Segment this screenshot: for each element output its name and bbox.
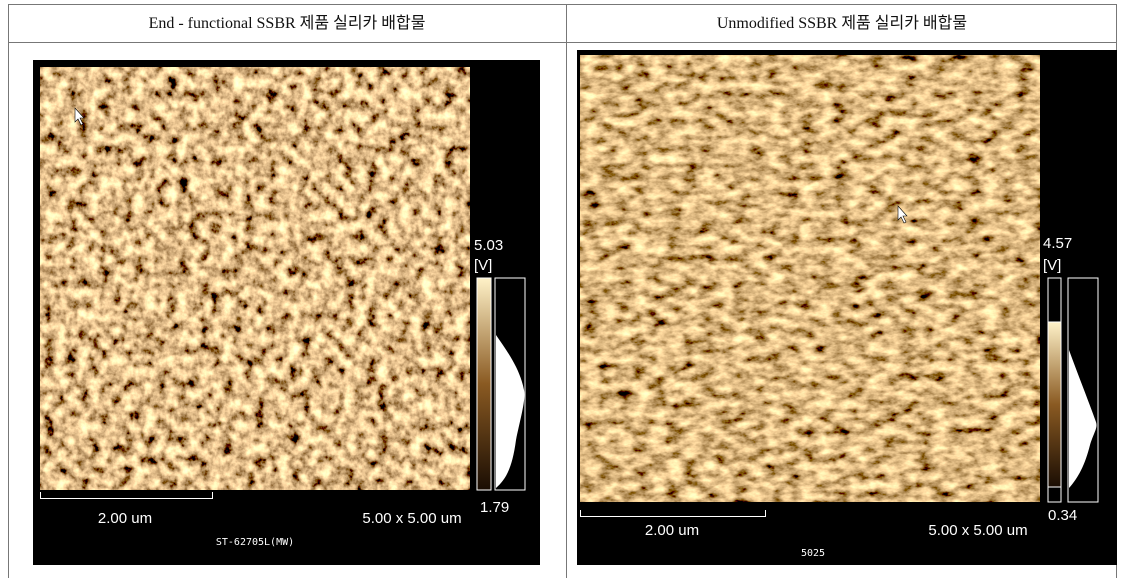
scale-bar-label: 2.00 um <box>645 522 699 539</box>
afm-panel: 4.57 [V] 0.34 2.00 um 5.00 x 5.00 um 502… <box>577 50 1117 565</box>
header-cell: End - functional SSBR 제품 실리카 배합물 <box>149 14 426 32</box>
scale-max: 4.57 <box>1043 235 1072 252</box>
color-bar <box>1048 322 1061 487</box>
color-bar <box>477 278 491 490</box>
unit: [V] <box>474 257 492 274</box>
header-cell: Unmodified SSBR 제품 실리카 배합물 <box>717 14 967 32</box>
scan-size: 5.00 x 5.00 um <box>928 522 1027 539</box>
page: End - functional SSBR 제품 실리카 배합물 Unmodif… <box>0 0 1123 578</box>
scale-min: 0.34 <box>1048 507 1077 524</box>
unit: [V] <box>1043 257 1061 274</box>
sample-id: ST-62705L(MW) <box>216 537 294 548</box>
afm-image <box>40 67 470 490</box>
scale-max: 5.03 <box>474 237 503 254</box>
scale-bar-label: 2.00 um <box>98 510 152 527</box>
scale-min: 1.79 <box>480 499 509 516</box>
afm-panel: 5.03 [V] 1.79 2.00 um 5.00 x 5.00 um ST-… <box>33 60 540 565</box>
afm-image <box>580 55 1040 502</box>
sample-id: 5025 <box>801 548 825 559</box>
scan-size: 5.00 x 5.00 um <box>362 510 461 527</box>
